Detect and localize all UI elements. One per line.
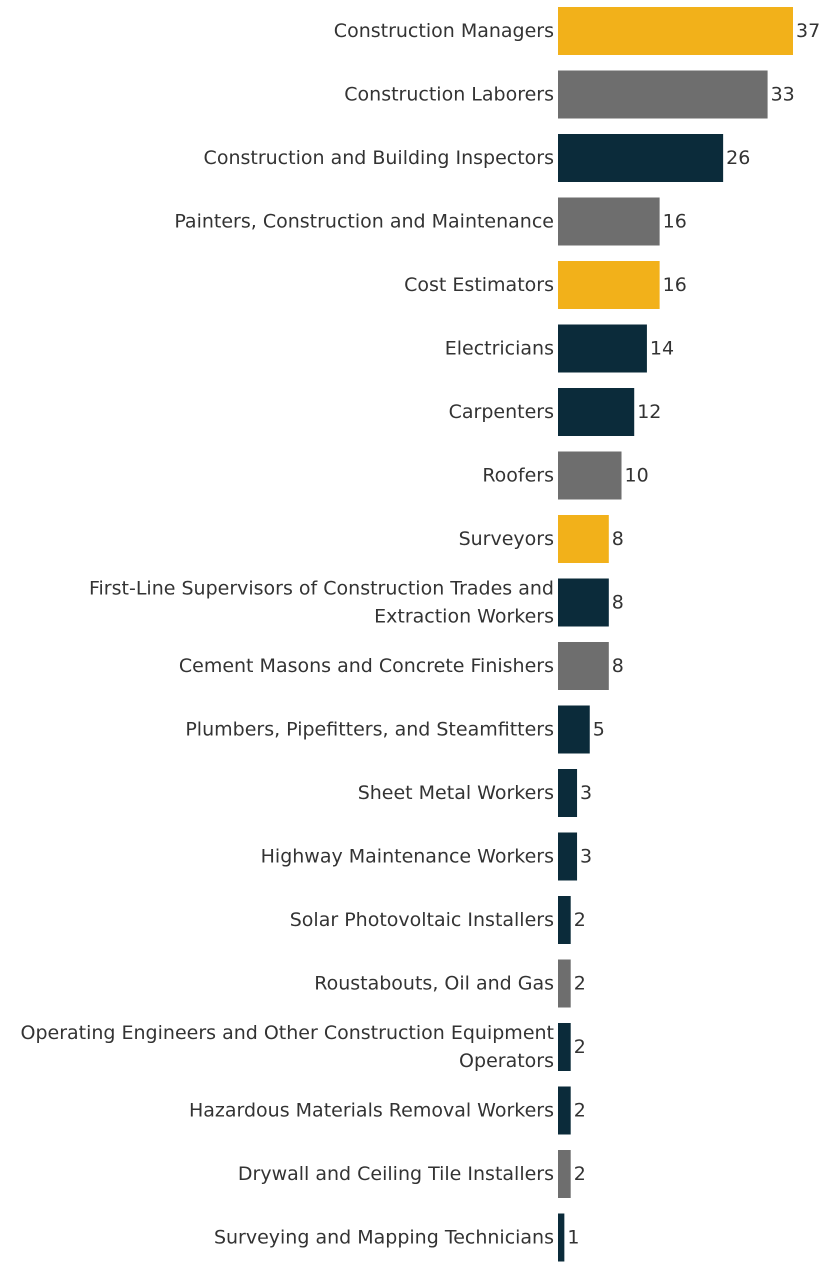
value-label-19: 1 [567, 1227, 579, 1249]
category-label-6: Carpenters [449, 401, 554, 423]
category-label-16-line-1: Operators [459, 1050, 554, 1072]
bar-4 [558, 261, 660, 309]
value-label-1: 33 [771, 84, 795, 106]
value-label-6: 12 [637, 401, 661, 423]
value-label-14: 2 [574, 909, 586, 931]
bar-1 [558, 70, 768, 119]
value-label-0: 37 [796, 20, 820, 42]
category-label-9: First-Line Supervisors of Construction T… [89, 578, 554, 628]
value-label-16: 2 [574, 1036, 586, 1058]
bar-13 [558, 832, 578, 881]
bar-8 [558, 515, 609, 563]
value-label-3: 16 [663, 211, 687, 233]
bar-2 [558, 134, 724, 182]
category-label-10: Cement Masons and Concrete Finishers [179, 655, 554, 677]
bar-17 [558, 1086, 571, 1135]
bar-10 [558, 642, 609, 690]
value-label-15: 2 [574, 973, 586, 995]
value-label-13: 3 [580, 846, 592, 868]
category-label-16-line-0: Operating Engineers and Other Constructi… [20, 1022, 554, 1044]
value-label-17: 2 [574, 1100, 586, 1122]
category-label-9-line-0: First-Line Supervisors of Construction T… [89, 578, 554, 600]
value-label-7: 10 [625, 465, 649, 487]
category-label-4: Cost Estimators [404, 274, 554, 296]
bar-19 [558, 1213, 565, 1262]
category-label-8: Surveyors [459, 528, 554, 550]
category-label-14: Solar Photovoltaic Installers [290, 909, 554, 931]
value-label-4: 16 [663, 274, 687, 296]
bar-5 [558, 324, 647, 373]
bar-12 [558, 769, 578, 817]
bar-0 [558, 7, 793, 55]
value-label-10: 8 [612, 655, 624, 677]
value-label-11: 5 [593, 719, 605, 741]
category-label-15: Roustabouts, Oil and Gas [314, 973, 554, 995]
bar-3 [558, 197, 660, 246]
category-label-11: Plumbers, Pipefitters, and Steamfitters [185, 719, 554, 741]
category-label-19: Surveying and Mapping Technicians [214, 1227, 554, 1249]
bar-18 [558, 1150, 571, 1198]
value-label-18: 2 [574, 1163, 586, 1185]
category-label-3: Painters, Construction and Maintenance [174, 211, 554, 233]
category-label-1: Construction Laborers [344, 84, 554, 106]
bar-14 [558, 896, 571, 944]
value-label-8: 8 [612, 528, 624, 550]
value-label-9: 8 [612, 592, 624, 614]
category-label-13: Highway Maintenance Workers [261, 846, 554, 868]
bar-9 [558, 578, 609, 627]
category-label-0: Construction Managers [334, 20, 554, 42]
bar-16 [558, 1023, 571, 1071]
category-label-12: Sheet Metal Workers [358, 782, 554, 804]
category-label-7: Roofers [482, 465, 554, 487]
category-label-17: Hazardous Materials Removal Workers [189, 1100, 554, 1122]
bar-11 [558, 705, 590, 754]
value-label-5: 14 [650, 338, 674, 360]
category-label-16: Operating Engineers and Other Constructi… [20, 1022, 554, 1072]
category-label-18: Drywall and Ceiling Tile Installers [238, 1163, 554, 1185]
category-label-9-line-1: Extraction Workers [374, 606, 554, 628]
value-label-12: 3 [580, 782, 592, 804]
category-label-2: Construction and Building Inspectors [204, 147, 554, 169]
value-label-2: 26 [726, 147, 750, 169]
bar-6 [558, 388, 635, 436]
bar-7 [558, 451, 622, 500]
bar-15 [558, 959, 571, 1008]
category-label-5: Electricians [445, 338, 554, 360]
